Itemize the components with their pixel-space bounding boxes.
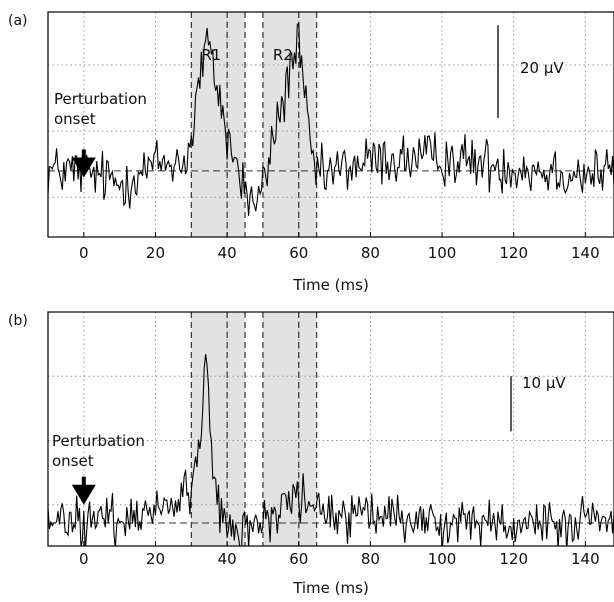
x-tick-label: 20 <box>146 244 165 262</box>
annotation-line-1: Perturbation <box>52 432 145 450</box>
window-shade-2 <box>262 12 317 237</box>
x-tick-label: 40 <box>218 244 237 262</box>
x-tick-label: 120 <box>499 244 528 262</box>
series-line-1 <box>48 354 614 546</box>
x-tick-label: 140 <box>571 244 600 262</box>
x-tick-label: 100 <box>428 244 457 262</box>
x-tick-label: 120 <box>499 550 528 568</box>
axes-frame <box>47 311 614 547</box>
x-axis-label: Time (ms) <box>292 579 369 597</box>
panel-b: 0 20 40 60 80 100 120 140 Time (ms) (b) 10 μV Pertu… <box>8 311 614 597</box>
x-tick-label: 80 <box>361 244 380 262</box>
window-label-1: R1 <box>201 46 221 64</box>
scale-bar-label: 10 μV <box>522 374 566 392</box>
window-label-2: R2 <box>273 46 293 64</box>
x-tick-label: 60 <box>289 550 308 568</box>
window-shade-1 <box>191 12 246 237</box>
x-axis-label: Time (ms) <box>292 276 369 294</box>
panel-label: (b) <box>8 313 28 329</box>
x-tick-label: 0 <box>79 550 89 568</box>
x-tick-label: 100 <box>428 550 457 568</box>
panel-a: 0 20 40 60 80 100 120 140 Time (ms) (a) R1 R2 20 μV P… <box>8 11 614 294</box>
annotation-line-1: Perturbation <box>54 90 147 108</box>
annotation-line-2: onset <box>54 110 96 128</box>
onset-arrow-head <box>71 157 96 178</box>
x-tick-label: 140 <box>571 550 600 568</box>
annotation-line-2: onset <box>52 452 94 470</box>
x-tick-label: 0 <box>79 244 89 262</box>
onset-arrow-head <box>71 484 96 505</box>
window-shade-1 <box>191 312 246 546</box>
series-line-1 <box>48 22 614 216</box>
x-tick-label: 60 <box>289 244 308 262</box>
x-tick-label: 80 <box>361 550 380 568</box>
scale-bar-label: 20 μV <box>520 59 564 77</box>
panel-label: (a) <box>8 13 28 29</box>
x-tick-label: 20 <box>146 550 165 568</box>
axes-frame <box>47 11 614 238</box>
x-tick-label: 40 <box>218 550 237 568</box>
